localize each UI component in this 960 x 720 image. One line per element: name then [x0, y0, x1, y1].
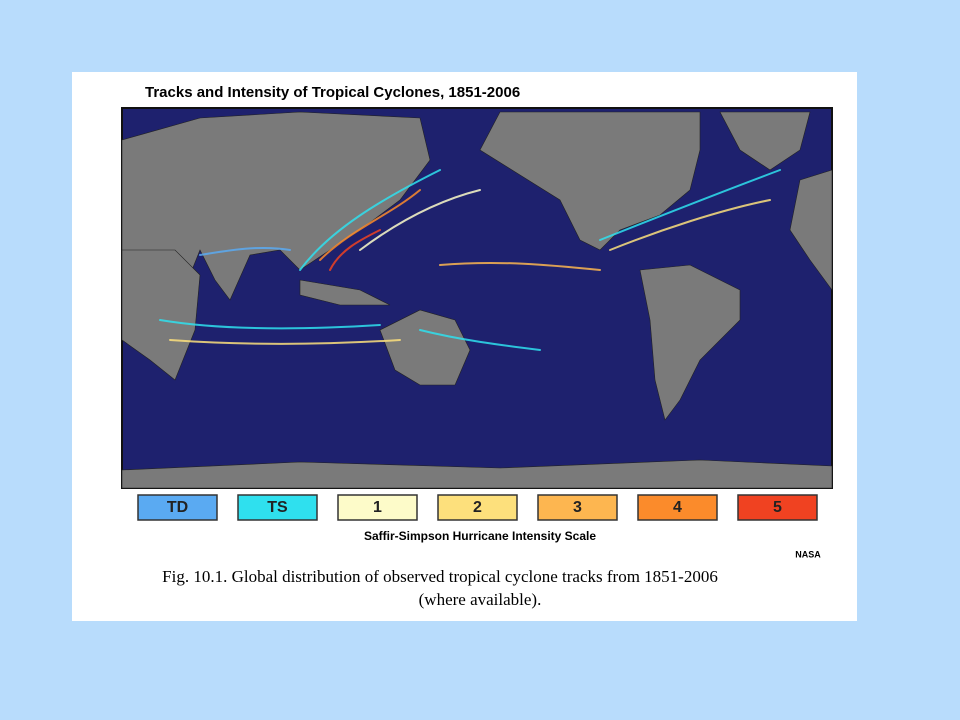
credit: NASA [795, 549, 821, 559]
cyclone-tracks [159, 169, 781, 351]
legend-label: TS [267, 499, 288, 516]
legend-label: 2 [473, 499, 482, 516]
legend-label: 5 [773, 499, 782, 516]
legend-swatch [737, 494, 818, 521]
track [199, 246, 291, 256]
track [609, 199, 771, 251]
legend-swatch [137, 494, 218, 521]
legend: TD TS 1 2 3 4 5 [137, 494, 818, 521]
track [439, 261, 601, 271]
legend-label: 4 [673, 499, 682, 516]
africa [121, 249, 201, 381]
track [169, 339, 401, 345]
track [159, 319, 381, 330]
caption-line: (where available). [419, 590, 542, 609]
track [299, 169, 441, 271]
legend-swatch [237, 494, 318, 521]
legend-label: 1 [373, 499, 382, 516]
track [599, 169, 781, 241]
track [419, 329, 541, 351]
legend-swatch [637, 494, 718, 521]
legend-title: Saffir-Simpson Hurricane Intensity Scale [364, 529, 596, 543]
europe-africa-east [789, 169, 833, 291]
antarctica [121, 459, 833, 489]
map [121, 107, 833, 489]
north-america [479, 111, 701, 251]
australia [379, 309, 471, 386]
legend-swatch [337, 494, 418, 521]
greenland [719, 111, 811, 171]
legend-label: 3 [573, 499, 582, 516]
track [329, 229, 381, 271]
indonesia [299, 279, 391, 306]
legend-swatch [437, 494, 518, 521]
map-title: Tracks and Intensity of Tropical Cyclone… [145, 84, 520, 101]
south-america [639, 264, 741, 421]
legend-label: TD [167, 499, 188, 516]
track [319, 189, 421, 261]
legend-swatch [537, 494, 618, 521]
caption-line: Fig. 10.1. Global distribution of observ… [162, 567, 718, 586]
track [359, 189, 481, 251]
